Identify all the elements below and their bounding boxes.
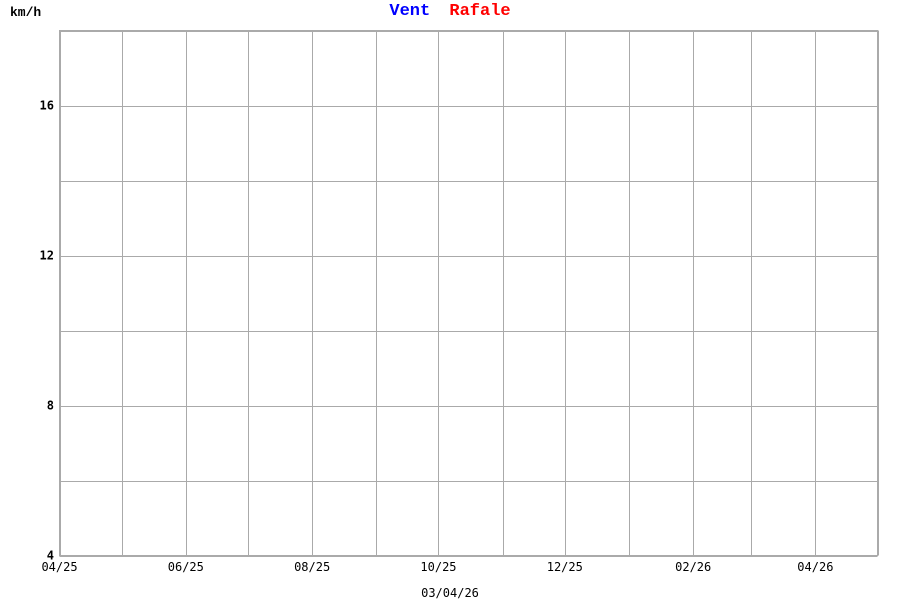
y-tick-label: 4 [47,549,54,563]
y-tick-label: 16 [40,99,54,113]
x-tick-label: 12/25 [547,560,583,574]
legend-rafale: Rafale [449,2,510,21]
plot-frame [59,30,878,556]
x-tick-label: 02/26 [675,560,711,574]
y-tick-label: 12 [40,249,54,263]
x-tick-label: 06/25 [168,560,204,574]
legend: Vent Rafale [389,2,510,21]
grid [59,30,879,557]
y-axis-label: km/h [10,5,41,20]
x-tick-label: 04/25 [41,560,77,574]
x-axis-label: 03/04/26 [421,586,479,600]
x-tick-label: 10/25 [420,560,456,574]
x-tick-label: 08/25 [294,560,330,574]
tick-labels: 04/25 06/25 08/25 10/25 12/25 02/26 04/26 4 8 12 1… [40,99,834,575]
y-tick-label: 8 [47,399,54,413]
legend-vent: Vent [389,2,430,21]
x-tick-label: 04/26 [797,560,833,574]
